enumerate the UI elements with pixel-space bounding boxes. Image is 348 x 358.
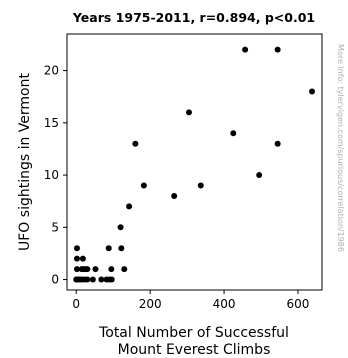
data-point xyxy=(73,245,80,252)
y-tick-label: 20 xyxy=(44,64,59,78)
data-point xyxy=(108,266,115,273)
y-axis: 0 5 10 15 20 xyxy=(44,64,67,287)
data-point xyxy=(132,140,139,147)
data-point xyxy=(274,140,281,147)
y-tick-label: 10 xyxy=(44,168,59,182)
y-tick-label: 15 xyxy=(44,116,59,130)
plot-frame xyxy=(66,33,323,291)
data-point xyxy=(73,266,80,273)
data-point xyxy=(121,266,128,273)
x-tick-label: 0 xyxy=(72,297,80,311)
data-point xyxy=(309,88,316,95)
data-point xyxy=(274,46,281,53)
data-point xyxy=(126,203,133,210)
data-point xyxy=(84,266,91,273)
data-point xyxy=(105,245,112,252)
data-point xyxy=(89,276,96,283)
data-point xyxy=(230,130,237,137)
data-point xyxy=(84,276,91,283)
data-points xyxy=(73,46,316,283)
data-point xyxy=(73,255,80,262)
source-note: More info: tylervigen.com/spurious/corre… xyxy=(336,44,345,252)
chart-title: Years 1975-2011, r=0.894, p<0.01 xyxy=(72,10,315,25)
data-point xyxy=(108,276,115,283)
x-axis: 0 200 400 600 xyxy=(72,290,309,311)
data-point xyxy=(92,266,99,273)
y-tick-label: 5 xyxy=(51,220,59,234)
data-point xyxy=(98,276,105,283)
data-point xyxy=(79,255,86,262)
x-axis-label-line-2: Mount Everest Climbs xyxy=(118,342,271,358)
data-point xyxy=(242,46,249,53)
data-point xyxy=(171,192,178,199)
x-tick-label: 400 xyxy=(213,297,236,311)
y-tick-label: 0 xyxy=(51,273,59,287)
data-point xyxy=(185,109,192,116)
data-point xyxy=(118,245,125,252)
data-point xyxy=(256,172,263,179)
x-axis-label-line-1: Total Number of Successful xyxy=(98,325,289,341)
data-point xyxy=(197,182,204,189)
x-tick-label: 600 xyxy=(287,297,310,311)
x-tick-label: 200 xyxy=(139,297,162,311)
data-point xyxy=(140,182,147,189)
y-axis-label: UFO sightings in Vermont xyxy=(17,73,33,251)
data-point xyxy=(117,224,124,231)
